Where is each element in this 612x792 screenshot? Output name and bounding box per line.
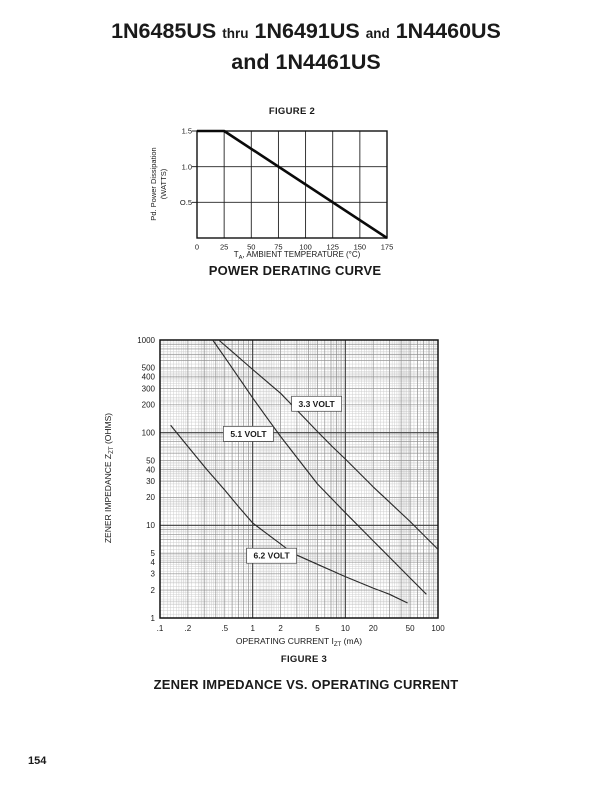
y-tick-label: 100: [142, 428, 156, 437]
smudge: [160, 448, 438, 453]
y-tick-label: 10: [146, 521, 155, 530]
part-number: 1N4461US: [275, 50, 381, 74]
figure2-y-axis-label: Pd. Power Dissipation (WATTS): [149, 124, 171, 244]
y-tick-label: 400: [142, 373, 156, 382]
page-title-line1: 1N6485US thru 1N6491US and 1N4460US: [0, 17, 612, 48]
page-title-line2: and 1N4461US: [0, 48, 612, 79]
curve-3.3-volt: [218, 339, 439, 550]
curve-label-box: [246, 547, 297, 564]
figure2-label: FIGURE 2: [268, 106, 316, 117]
x-tick-label: 50: [247, 243, 255, 252]
x-tick-label: 0: [195, 243, 199, 252]
title-connector: thru: [222, 26, 249, 41]
plot-border: [159, 339, 439, 619]
figure2-y-axis-label-line2: (WATTS): [158, 168, 168, 200]
title-connector: and: [231, 50, 270, 74]
x-tick-label: 175: [381, 243, 394, 252]
curve-label-box: [223, 426, 274, 442]
figure2-x-axis-label: TA, AMBIENT TEMPERATURE (°C): [197, 250, 397, 261]
x-tick-label: .1: [157, 624, 164, 633]
x-label-sub: A: [238, 255, 243, 261]
x-tick-label: 150: [354, 243, 367, 252]
y-tick-label: 5: [151, 549, 156, 558]
part-number: 1N4460US: [395, 19, 501, 43]
smudge: [160, 468, 438, 477]
x-tick-label: 20: [369, 624, 378, 633]
part-number: 1N6491US: [254, 19, 360, 43]
x-tick-label: 125: [326, 243, 339, 252]
x-label-sub: ZT: [333, 641, 342, 648]
smudge: [160, 428, 438, 436]
y-label-post: (OHMS): [103, 412, 113, 447]
grid-major: [160, 340, 438, 618]
grid-medium: [160, 340, 438, 618]
x-tick-label: 5: [315, 624, 320, 633]
smudge: [258, 340, 274, 618]
y-tick-label: 200: [142, 401, 156, 410]
smudge: [160, 352, 438, 358]
figure2-y-axis-label-line1: Pd. Power Dissipation: [149, 147, 158, 221]
y-tick-label: 3: [151, 570, 156, 579]
smudge: [398, 340, 412, 618]
smudge: [198, 340, 208, 618]
curve-label: 3.3 VOLT: [299, 399, 336, 409]
x-label-post: (mA): [341, 636, 363, 646]
curve-label-box: [291, 395, 342, 412]
x-label-pre: OPERATING CURRENT I: [235, 636, 334, 646]
y-tick-label: 300: [142, 384, 156, 393]
x-tick-label: 1: [250, 624, 255, 633]
x-label-pre: T: [233, 250, 239, 259]
plot-border: [196, 130, 388, 239]
curve-6.2-volt: [170, 424, 408, 604]
curve-label: 6.2 VOLT: [253, 551, 290, 561]
curve-label: 5.1 VOLT: [230, 429, 267, 439]
y-tick-label: 1.5: [182, 127, 192, 136]
smudge: [332, 340, 342, 618]
x-tick-label: 75: [274, 243, 282, 252]
y-tick-label: 1: [151, 614, 156, 623]
x-tick-label: 100: [299, 243, 312, 252]
part-number: 1N6485US: [111, 19, 217, 43]
zener-impedance-chart: 3.3 VOLT 5.1 VOLT 6.2 VOLT .1 .2 .5 1 2 5 10 20 50 1…: [137, 336, 445, 633]
y-label-sub: ZT: [108, 446, 115, 454]
x-tick-label: 50: [406, 624, 415, 633]
y-tick-label: 30: [146, 477, 155, 486]
page-number: 154: [28, 755, 47, 767]
smudge: [160, 500, 438, 507]
smudge: [160, 578, 438, 584]
title-connector: and: [365, 26, 390, 41]
x-tick-label: .2: [185, 624, 192, 633]
y-tick-label: 20: [146, 493, 155, 502]
y-label-pre: ZENER IMPEDANCE Z: [103, 453, 113, 544]
smudge: [160, 372, 438, 381]
x-tick-label: 100: [431, 624, 445, 633]
curve-5.1-volt: [212, 339, 427, 595]
x-tick-label: 25: [220, 243, 228, 252]
curve-power-derating-line: [197, 129, 388, 240]
y-tick-label: 1000: [137, 336, 155, 345]
page-title: 1N6485US thru 1N6491US and 1N4460US and 1N446…: [0, 17, 612, 79]
y-tick-label: O.5: [180, 198, 192, 207]
smudge: [160, 528, 438, 533]
y-tick-label: 40: [146, 465, 155, 474]
x-label-post: , AMBIENT TEMPERATURE (°C): [242, 250, 361, 259]
x-tick-label: 2: [278, 624, 283, 633]
y-tick-label: 2: [151, 586, 156, 595]
figure3-y-axis-label: ZENER IMPEDANCE ZZT (OHMS): [103, 378, 117, 578]
power-derating-chart: 0 25 50 75 100 125 150 175 1.5 1.0 O.5: [180, 127, 394, 252]
figure2-caption: POWER DERATING CURVE: [208, 263, 382, 278]
x-tick-label: 10: [341, 624, 350, 633]
y-tick-label: 50: [146, 456, 155, 465]
x-tick-label: .5: [221, 624, 228, 633]
figure3-caption: ZENER IMPEDANCE VS. OPERATING CURRENT: [153, 677, 459, 692]
smudge: [160, 600, 438, 605]
figure3-x-axis-label: OPERATING CURRENT IZT (mA): [149, 636, 449, 648]
y-tick-label: 1.0: [182, 162, 192, 171]
figure3-label: FIGURE 3: [280, 654, 328, 665]
scan-texture: [160, 340, 438, 618]
y-tick-label: 4: [151, 558, 156, 567]
grid: [197, 131, 387, 238]
y-tick-label: 500: [142, 364, 156, 373]
